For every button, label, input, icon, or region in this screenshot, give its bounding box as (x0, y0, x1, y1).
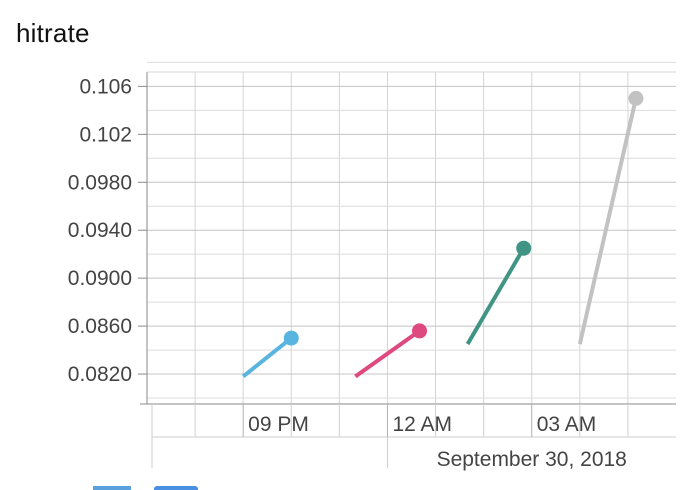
x-tick-label: 12 AM (392, 413, 452, 436)
x-tick-label: 03 AM (537, 413, 597, 436)
series-point-1 (283, 330, 299, 346)
chart-title: hitrate (16, 18, 90, 48)
legend-swatch-2[interactable] (154, 486, 198, 490)
y-tick-label: 0.102 (79, 123, 132, 146)
y-axis-ticks: 0.106 0.102 0.0980 0.0940 0.0900 0.0860 0.0820 (68, 75, 147, 386)
chart-grid (146, 61, 676, 404)
x-date-label: September 30, 2018 (437, 448, 627, 471)
y-tick-label: 0.0820 (68, 363, 132, 386)
series-line-2 (354, 329, 421, 379)
chart-series (241, 90, 644, 379)
x-tick-label: 09 PM (248, 413, 309, 436)
y-tick-label: 0.0900 (68, 267, 132, 290)
series-line-4 (577, 97, 638, 345)
series-line-3 (465, 247, 526, 346)
y-tick-label: 0.0980 (68, 171, 132, 194)
legend-swatch-1[interactable] (93, 486, 131, 490)
x-axis-ticks: 09 PM 12 AM 03 AM September 30, 2018 (140, 403, 676, 471)
y-tick-label: 0.0860 (68, 315, 132, 338)
y-tick-label: 0.0940 (68, 219, 132, 242)
series-line-1 (241, 336, 293, 378)
y-tick-label: 0.106 (79, 75, 132, 98)
series-point-2 (412, 323, 428, 339)
series-point-3 (516, 240, 532, 256)
series-point-4 (628, 90, 644, 106)
